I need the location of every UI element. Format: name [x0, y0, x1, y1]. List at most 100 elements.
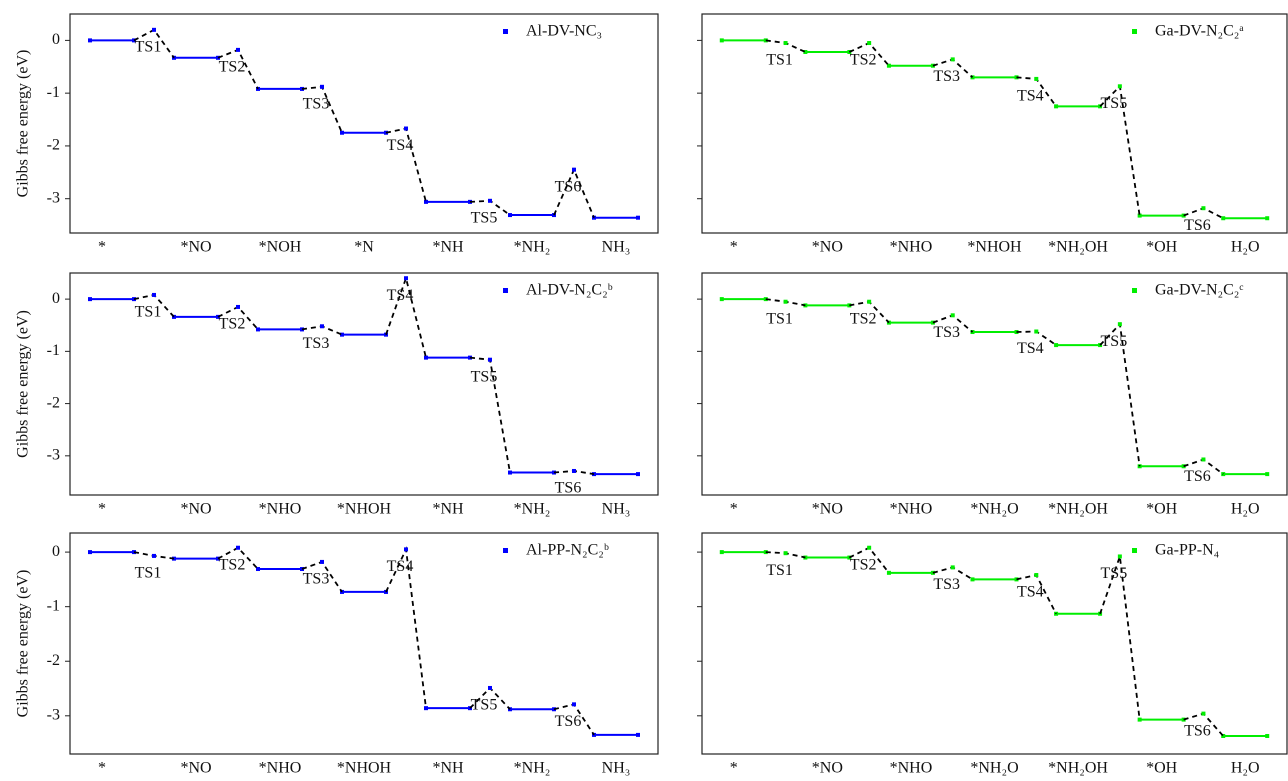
- plot-frame: [702, 273, 1287, 495]
- x-tick-label: H₂O: [1231, 760, 1260, 777]
- level-marker: [1138, 718, 1142, 722]
- level-marker: [88, 38, 92, 42]
- x-tick-label: *NHOH: [967, 239, 1022, 256]
- ts-marker: [951, 565, 955, 569]
- x-tick-label: *NO: [812, 501, 843, 518]
- ts-marker: [404, 127, 408, 131]
- ts-label: TS4: [387, 137, 414, 154]
- x-tick-label: *NH₂OH: [1048, 239, 1108, 256]
- ts-marker: [572, 469, 576, 473]
- ts-label: TS5: [1101, 565, 1128, 582]
- y-axis-label: Gibbs free energy (eV): [15, 570, 32, 718]
- x-tick-label: *NHO: [890, 760, 933, 777]
- ts-marker: [867, 300, 871, 304]
- y-tick-label: 0: [52, 290, 60, 307]
- x-tick-label: H₂O: [1231, 501, 1260, 518]
- x-tick-label: *: [730, 501, 738, 518]
- ts-marker: [1034, 77, 1038, 81]
- x-tick-label: *: [98, 501, 106, 518]
- level-marker: [340, 131, 344, 135]
- x-tick-label: *: [98, 760, 106, 777]
- ts-marker: [951, 57, 955, 61]
- y-tick-label: -1: [47, 84, 60, 101]
- x-tick-label: *NH₂OH: [1048, 760, 1108, 777]
- level-marker: [1265, 734, 1269, 738]
- ts-label: TS3: [933, 576, 960, 593]
- ts-marker: [784, 41, 788, 45]
- ts-label: TS6: [555, 178, 582, 195]
- ts-marker: [784, 300, 788, 304]
- x-tick-label: *NH₂OH: [1048, 501, 1108, 518]
- x-tick-label: *NHO: [259, 501, 302, 518]
- ts-label: TS2: [850, 556, 877, 573]
- ts-marker: [488, 199, 492, 203]
- x-tick-label: *NH: [432, 239, 464, 256]
- ts-label: TS2: [850, 52, 877, 69]
- ts-label: TS5: [471, 368, 498, 385]
- x-tick-label: *NOH: [259, 239, 302, 256]
- legend-marker: [503, 548, 508, 553]
- x-tick-label: *: [730, 760, 738, 777]
- ts-marker: [404, 276, 408, 280]
- ts-label: TS3: [303, 571, 330, 588]
- ts-marker: [236, 305, 240, 309]
- ts-marker: [404, 547, 408, 551]
- y-tick-label: -2: [47, 394, 60, 411]
- ts-marker: [1034, 573, 1038, 577]
- x-tick-label: *N: [354, 239, 374, 256]
- ts-marker: [784, 551, 788, 555]
- ts-label: TS1: [766, 310, 793, 327]
- level-marker: [256, 327, 260, 331]
- ts-label: TS6: [555, 713, 582, 730]
- level-marker: [1265, 472, 1269, 476]
- x-tick-label: *NO: [812, 239, 843, 256]
- ts-label: TS6: [1184, 468, 1211, 485]
- x-tick-label: *NH₂O: [970, 760, 1018, 777]
- plot-frame: [702, 14, 1287, 233]
- ts-label: TS5: [471, 697, 498, 714]
- page: 0 -1 -2 -3 Gibbs free energy (eV) * *NO *NOH *N *…: [0, 0, 1288, 781]
- x-tick-label: NH₃: [602, 239, 631, 256]
- ts-marker: [572, 702, 576, 706]
- ts-marker: [1201, 457, 1205, 461]
- figure: 0 -1 -2 -3 Gibbs free energy (eV) * *NO *NOH *N *…: [0, 0, 1288, 781]
- x-tick-label: NH₃: [602, 760, 631, 777]
- x-tick-label: *NH₂O: [970, 501, 1018, 518]
- x-tick-label: *NH₂: [514, 501, 551, 518]
- x-tick-label: *NO: [180, 501, 211, 518]
- ts-label: TS3: [933, 68, 960, 85]
- y-axis-label: Gibbs free energy (eV): [15, 50, 32, 198]
- ts-marker: [1201, 206, 1205, 210]
- ts-label: TS3: [303, 95, 330, 112]
- ts-label: TS4: [1017, 88, 1044, 105]
- x-tick-label: *NHO: [259, 760, 302, 777]
- x-tick-label: *OH: [1146, 760, 1178, 777]
- legend-label: Al-DV-NC₃: [526, 23, 602, 40]
- ts-label: TS6: [1184, 217, 1211, 234]
- ts-label: TS3: [303, 335, 330, 352]
- ts-marker: [152, 293, 156, 297]
- ts-marker: [1118, 554, 1122, 558]
- ts-marker: [867, 41, 871, 45]
- ts-marker: [320, 560, 324, 564]
- y-tick-label: 0: [52, 543, 60, 560]
- level-marker: [256, 567, 260, 571]
- legend-label: Al-PP-N₂C₂ᵇ: [526, 542, 609, 559]
- ts-marker: [488, 686, 492, 690]
- y-tick-label: -3: [47, 446, 60, 463]
- legend-label: Al-DV-N₂C₂ᵇ: [526, 282, 613, 299]
- ts-label: TS2: [219, 59, 246, 76]
- level-marker: [971, 577, 975, 581]
- x-tick-label: *OH: [1146, 239, 1178, 256]
- x-tick-label: *OH: [1146, 501, 1178, 518]
- level-marker: [508, 213, 512, 217]
- x-tick-label: *NO: [812, 760, 843, 777]
- ts-marker: [152, 28, 156, 32]
- legend-marker: [503, 29, 508, 34]
- legend-marker: [1132, 29, 1137, 34]
- ts-marker: [572, 168, 576, 172]
- legend-marker: [503, 288, 508, 293]
- y-tick-label: -1: [47, 342, 60, 359]
- x-tick-label: *NH₂: [514, 760, 551, 777]
- level-marker: [720, 297, 724, 301]
